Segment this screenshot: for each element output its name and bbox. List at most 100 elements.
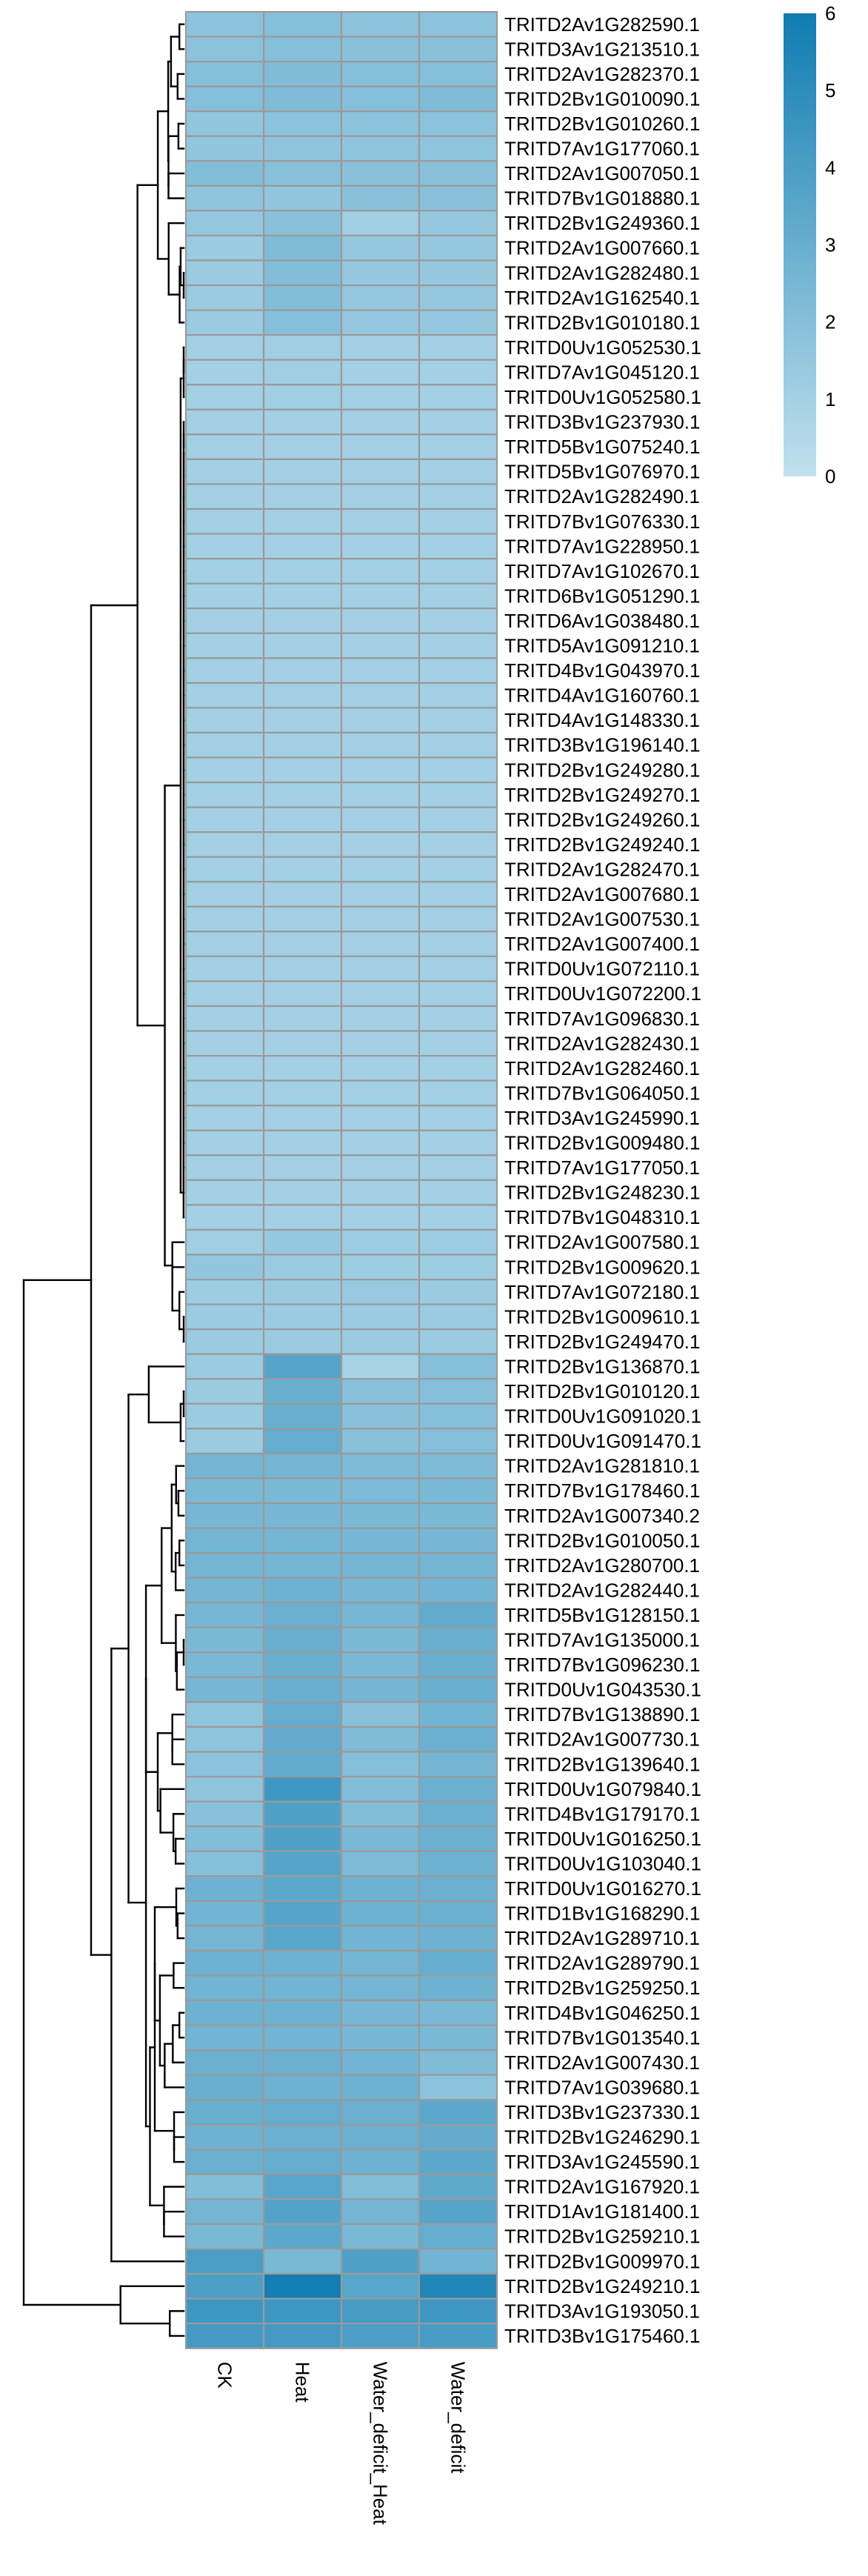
heatmap-cell [262,85,343,113]
heatmap-cell [184,582,265,610]
heatmap-cell [262,1378,343,1405]
heatmap-cell [340,36,421,63]
heatmap-cell [262,1577,343,1604]
column-label: Heat [292,2362,314,2403]
heatmap-cell [184,1030,265,1057]
heatmap-cell [418,2272,498,2300]
heatmap-cell [418,85,498,113]
heatmap-cell [340,1502,421,1529]
heatmap-cell [184,1676,265,1703]
heatmap-cell [418,931,498,957]
row-label: TRITD3Av1G213510.1 [504,38,700,60]
heatmap-cell [184,931,265,957]
row-label: TRITD7Bv1G076330.1 [504,510,700,533]
heatmap-cell [262,2272,343,2300]
row-label: TRITD7Bv1G096230.1 [504,1654,700,1676]
heatmap-cell [418,1054,498,1082]
colorbar-tick-label: 5 [825,79,835,101]
heatmap-cell [184,1999,265,2026]
row-label: TRITD1Av1G181400.1 [504,2200,700,2223]
heatmap-cell [262,1303,343,1331]
heatmap-cell [262,1826,343,1852]
heatmap-cell [184,1452,265,1480]
row-label: TRITD6Bv1G051290.1 [504,585,700,607]
heatmap-cell [340,682,421,709]
heatmap-cell [340,408,421,436]
row-label: TRITD2Bv1G139640.1 [504,1753,700,1775]
heatmap-cell [262,60,343,87]
heatmap-cell [184,1651,265,1678]
column-label: CK [214,2362,236,2389]
row-label: TRITD4Bv1G179170.1 [504,1803,700,1825]
heatmap-cell [340,1725,421,1753]
heatmap-cell [184,1925,265,1952]
heatmap-cell [184,731,265,759]
heatmap-cell [418,2149,498,2175]
row-label: TRITD2Av1G167920.1 [504,2176,700,2198]
row-label: TRITD2Bv1G249360.1 [504,212,700,234]
row-label: TRITD2Bv1G009970.1 [504,2250,700,2272]
heatmap-cell [340,1477,421,1505]
heatmap-cell [262,334,343,361]
heatmap-cell [340,1154,421,1181]
heatmap-cell [262,359,343,386]
heatmap-cell [418,1850,498,1877]
heatmap-cell [340,2272,421,2300]
column-label: Water_deficit_Heat [370,2362,392,2526]
row-label: TRITD5Bv1G076970.1 [504,461,700,483]
heatmap-cell [184,1701,265,1728]
heatmap-cell [262,1477,343,1505]
heatmap-cell [418,657,498,684]
heatmap-cell [262,1502,343,1529]
heatmap-cell [418,1602,498,1628]
heatmap-cell [262,533,343,560]
heatmap-cell [418,1826,498,1852]
heatmap-cell [340,2323,421,2349]
heatmap-cell [340,2223,421,2250]
heatmap-cell [262,1800,343,1828]
heatmap-cell [418,1254,498,1281]
heatmap-cell [184,1278,265,1305]
row-label: TRITD2Bv1G010090.1 [504,87,700,110]
colorbar-legend: 0 1 2 3 4 5 6 [784,2,835,487]
heatmap-cell [262,384,343,410]
heatmap-cell [262,955,343,982]
heatmap-cell [418,856,498,883]
colorbar-tick-label: 1 [825,388,835,410]
heatmap-cell [418,1154,498,1181]
heatmap-cell [262,2049,343,2076]
heatmap-cell [184,1254,265,1281]
heatmap-cell [262,1974,343,2002]
heatmap-cell [262,1527,343,1554]
heatmap-cell [418,60,498,87]
heatmap-cell [418,1999,498,2026]
heatmap-cell [184,110,265,137]
heatmap-cell [418,2248,498,2275]
heatmap-cell [184,1602,265,1628]
heatmap-cell [340,1999,421,2026]
heatmap-cell [418,756,498,784]
heatmap-cell [184,1527,265,1554]
row-label: TRITD0Uv1G072200.1 [504,982,701,1005]
heatmap-cell [340,2074,421,2101]
heatmap-cell [418,359,498,386]
heatmap-cell [418,334,498,361]
heatmap-cell [340,1527,421,1554]
row-label: TRITD2Bv1G259250.1 [504,1977,700,1999]
heatmap-cell [184,905,265,933]
heatmap-cell [262,309,343,336]
heatmap-cell [262,781,343,808]
heatmap-cell [418,955,498,982]
row-label: TRITD2Av1G007430.1 [504,2051,700,2074]
heatmap-cell [184,334,265,361]
heatmap-cell [184,458,265,485]
heatmap-cell [184,1974,265,2002]
heatmap-cell [418,1900,498,1927]
row-label: TRITD2Av1G289710.1 [504,1927,700,1949]
heatmap-cell [340,1105,421,1131]
heatmap-cell [340,632,421,659]
heatmap-cell [262,881,343,908]
heatmap-cell [418,1502,498,1529]
heatmap-cell [418,10,498,38]
